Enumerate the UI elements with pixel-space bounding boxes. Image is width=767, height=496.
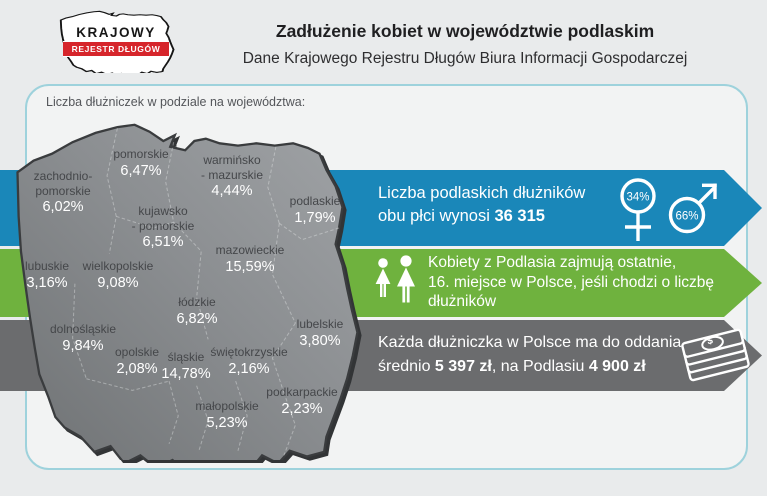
logo-url: www.krd.pl [130,59,165,66]
banner-ranking-line2: 16. miejsce w Polsce, jeśli chodzi o lic… [428,273,715,291]
banner-ranking-line1: Kobiety z Podlasia zajmują ostatnie, [428,254,677,271]
banner-debtors-line2-prefix: obu płci wynosi [378,207,495,225]
logo-text-krajowy: KRAJOWY [76,25,156,40]
women-figures-icon [375,255,415,303]
poland-outline [16,123,359,460]
female-symbol-icon: 34% [620,178,656,241]
male-share-label: 66% [675,211,698,223]
money-stack-icon: $ [681,328,750,382]
banner-ranking-line3: dłużników [428,293,497,310]
banner-debt-line2-mid: , na Podlasiu [491,357,589,375]
female-share-label: 34% [626,192,649,204]
page-title: Zadłużenie kobiet w województwie podlask… [275,21,655,41]
banner-debt-amount-text: Każda dłużniczka w Polsce ma do oddania … [378,331,681,378]
map-caption: Liczba dłużniczek w podziale na wojewódz… [46,95,306,109]
male-symbol-icon: 66% [668,183,717,234]
avg-debt-poland: 5 397 zł [434,357,492,375]
banner-debtors-total: 36 315 [494,207,545,225]
banner-ranking-text: Kobiety z Podlasia zajmują ostatnie, 16.… [428,253,714,312]
banner-debtors-line1: Liczba podlaskich dłużników [378,184,586,202]
banner-debt-line2: średnio 5 397 zł, na Podlasiu 4 900 zł [378,355,681,379]
dollar-sign-label: $ [706,335,714,347]
logo-text-rejestr-dlugow: REJESTR DŁUGÓW [63,41,169,57]
banner-debtors-text: Liczba podlaskich dłużników obu płci wyn… [378,182,585,228]
poland-map [16,123,359,460]
banner-debt-line1: Każda dłużniczka w Polsce ma do oddania [378,334,682,351]
krd-logo: KRAJOWY REJESTR DŁUGÓW www.krd.pl [57,9,175,73]
avg-debt-podlasie: 4 900 zł [588,357,646,375]
banner-debt-line2-prefix: średnio [378,357,435,375]
page-subtitle: Dane Krajowego Rejestru Długów Biura Inf… [242,50,688,67]
banner-debtors-line2: obu płci wynosi 36 315 [378,205,585,228]
voivodeship-borders [72,128,340,456]
